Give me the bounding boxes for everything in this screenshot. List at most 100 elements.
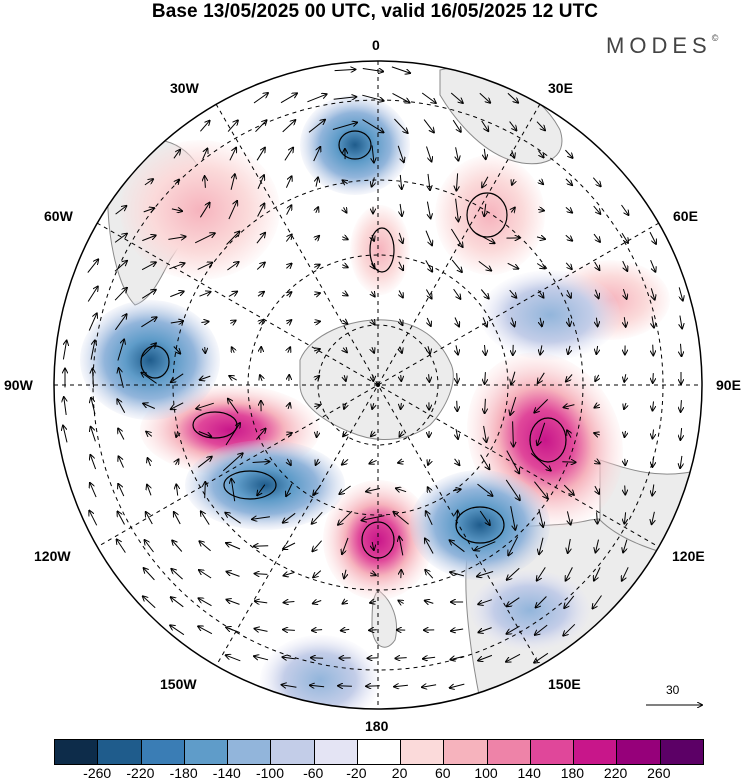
wind-arrow — [144, 179, 153, 186]
wind-arrow — [397, 145, 404, 162]
wind-arrow — [257, 204, 265, 217]
wind-arrow — [537, 567, 546, 580]
wind-arrow — [450, 683, 465, 688]
colorbar-cell — [271, 740, 315, 764]
wind-arrow — [478, 627, 492, 633]
wind-arrow — [507, 262, 519, 268]
wind-arrow — [423, 119, 434, 133]
wind-arrow — [565, 262, 572, 269]
wind-arrow — [370, 601, 377, 603]
wind-arrow — [280, 93, 297, 104]
wind-arrow — [119, 456, 124, 468]
wind-arrow — [171, 569, 183, 580]
wind-arrow — [450, 228, 462, 247]
wind-arrow — [594, 261, 600, 270]
wind-arrow — [563, 623, 576, 635]
wind-arrow — [372, 234, 374, 241]
lon-label-150e: 150E — [548, 676, 581, 692]
colorbar-cell — [574, 740, 618, 764]
wind-arrow — [422, 685, 437, 687]
wind-arrow — [530, 453, 551, 470]
wind-arrow — [511, 208, 515, 213]
lon-label-0: 0 — [372, 37, 380, 53]
wind-arrow — [396, 488, 407, 491]
wind-arrow — [194, 233, 215, 244]
colorbar-cell — [184, 740, 229, 764]
wind-arrow — [394, 118, 407, 133]
wind-arrow — [317, 430, 318, 437]
wind-arrow — [426, 511, 433, 526]
wind-arrow — [475, 541, 496, 551]
wind-arrow — [624, 317, 625, 327]
wind-arrow — [394, 685, 408, 686]
wind-arrow — [229, 148, 236, 161]
wind-arrow — [230, 321, 235, 324]
wind-arrow — [478, 654, 493, 660]
wind-arrow — [316, 207, 318, 213]
wind-arrow — [485, 398, 486, 413]
wind-arrow — [507, 567, 520, 580]
wind-arrow — [565, 234, 572, 240]
wind-arrow — [457, 400, 458, 411]
wind-arrow — [176, 484, 177, 496]
wind-arrow — [342, 537, 349, 554]
wind-arrow — [344, 207, 347, 212]
wind-arrow — [512, 150, 515, 157]
wind-arrow — [288, 403, 290, 410]
wind-arrow — [197, 263, 213, 270]
colorbar-label: -140 — [212, 765, 241, 781]
lon-label-150w: 150W — [160, 676, 197, 692]
wind-arrow — [485, 344, 486, 355]
wind-arrow — [284, 602, 295, 603]
wind-arrow — [312, 630, 323, 631]
wind-arrow — [284, 148, 293, 161]
wind-arrow — [650, 260, 656, 272]
wind-arrow — [536, 263, 545, 269]
wind-arrow — [332, 123, 357, 130]
wind-arrow — [255, 120, 267, 133]
wind-arrow — [622, 567, 629, 580]
wind-arrow — [681, 400, 682, 412]
wind-arrow — [342, 459, 349, 464]
colorbar-cell — [660, 740, 703, 764]
wind-arrow — [229, 376, 237, 380]
wind-arrow — [338, 510, 353, 525]
wind-arrow — [399, 290, 403, 298]
wind-arrow — [333, 97, 357, 99]
wind-arrow — [343, 320, 348, 324]
wind-arrow — [141, 373, 157, 384]
wind-arrow — [316, 177, 318, 187]
wind-arrow — [343, 180, 348, 183]
colorbar-label: -220 — [126, 765, 155, 781]
wind-arrow — [421, 92, 436, 103]
wind-arrow — [283, 512, 296, 522]
wind-arrow — [173, 150, 180, 159]
wind-arrow — [231, 479, 236, 502]
wind-arrow — [507, 597, 520, 607]
wind-arrow — [680, 455, 682, 468]
wind-arrow — [115, 206, 127, 215]
wind-arrow — [170, 291, 183, 298]
wind-arrow — [199, 598, 212, 607]
wind-arrow — [341, 629, 350, 630]
wind-arrow — [483, 317, 487, 326]
lon-label-90e: 90E — [716, 377, 741, 393]
wind-arrow — [567, 430, 571, 438]
colorbar-label: 140 — [517, 765, 541, 781]
wind-arrow — [371, 292, 374, 297]
wind-arrow — [428, 346, 430, 354]
wind-arrow — [141, 343, 156, 358]
wind-arrow — [477, 483, 493, 496]
wind-arrow — [344, 569, 346, 579]
wind-arrow — [680, 315, 682, 329]
colorbar-label: -60 — [303, 765, 324, 781]
wind-arrow — [198, 431, 211, 437]
wind-arrow — [540, 317, 542, 326]
wind-arrow — [653, 429, 654, 439]
wind-arrow — [625, 485, 626, 495]
wind-arrow — [362, 515, 385, 521]
wind-arrow — [428, 487, 431, 492]
wind-arrow — [257, 292, 264, 296]
wind-arrow — [148, 458, 151, 467]
wind-arrow — [199, 570, 212, 579]
